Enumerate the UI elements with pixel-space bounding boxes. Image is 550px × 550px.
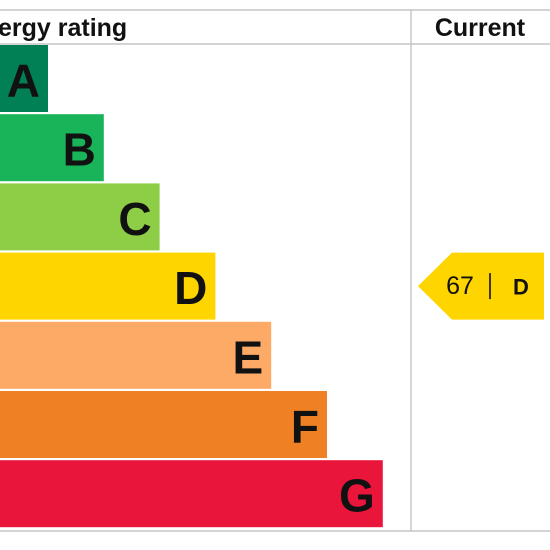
band-letter: F xyxy=(291,401,319,453)
indicator-arrow xyxy=(418,252,544,320)
frame xyxy=(0,9,550,532)
band-bar xyxy=(0,460,383,528)
header-title: ergy rating xyxy=(0,14,127,42)
band-letter: C xyxy=(118,193,151,245)
band-letter: D xyxy=(174,262,207,314)
current-band: D xyxy=(513,275,529,300)
band-letter: G xyxy=(339,470,375,522)
band-letter: B xyxy=(63,124,96,176)
band-bar xyxy=(0,391,327,458)
band-bar xyxy=(0,183,160,251)
current-indicator: 67 D xyxy=(418,252,544,320)
band-bar xyxy=(0,321,272,389)
current-score: 67 xyxy=(446,272,474,300)
band-letter: A xyxy=(7,55,40,107)
band-bar xyxy=(0,45,48,112)
band-bar xyxy=(0,114,104,182)
header-current: Current xyxy=(435,14,526,42)
band-bar xyxy=(0,252,216,320)
band-letter: E xyxy=(233,331,264,383)
